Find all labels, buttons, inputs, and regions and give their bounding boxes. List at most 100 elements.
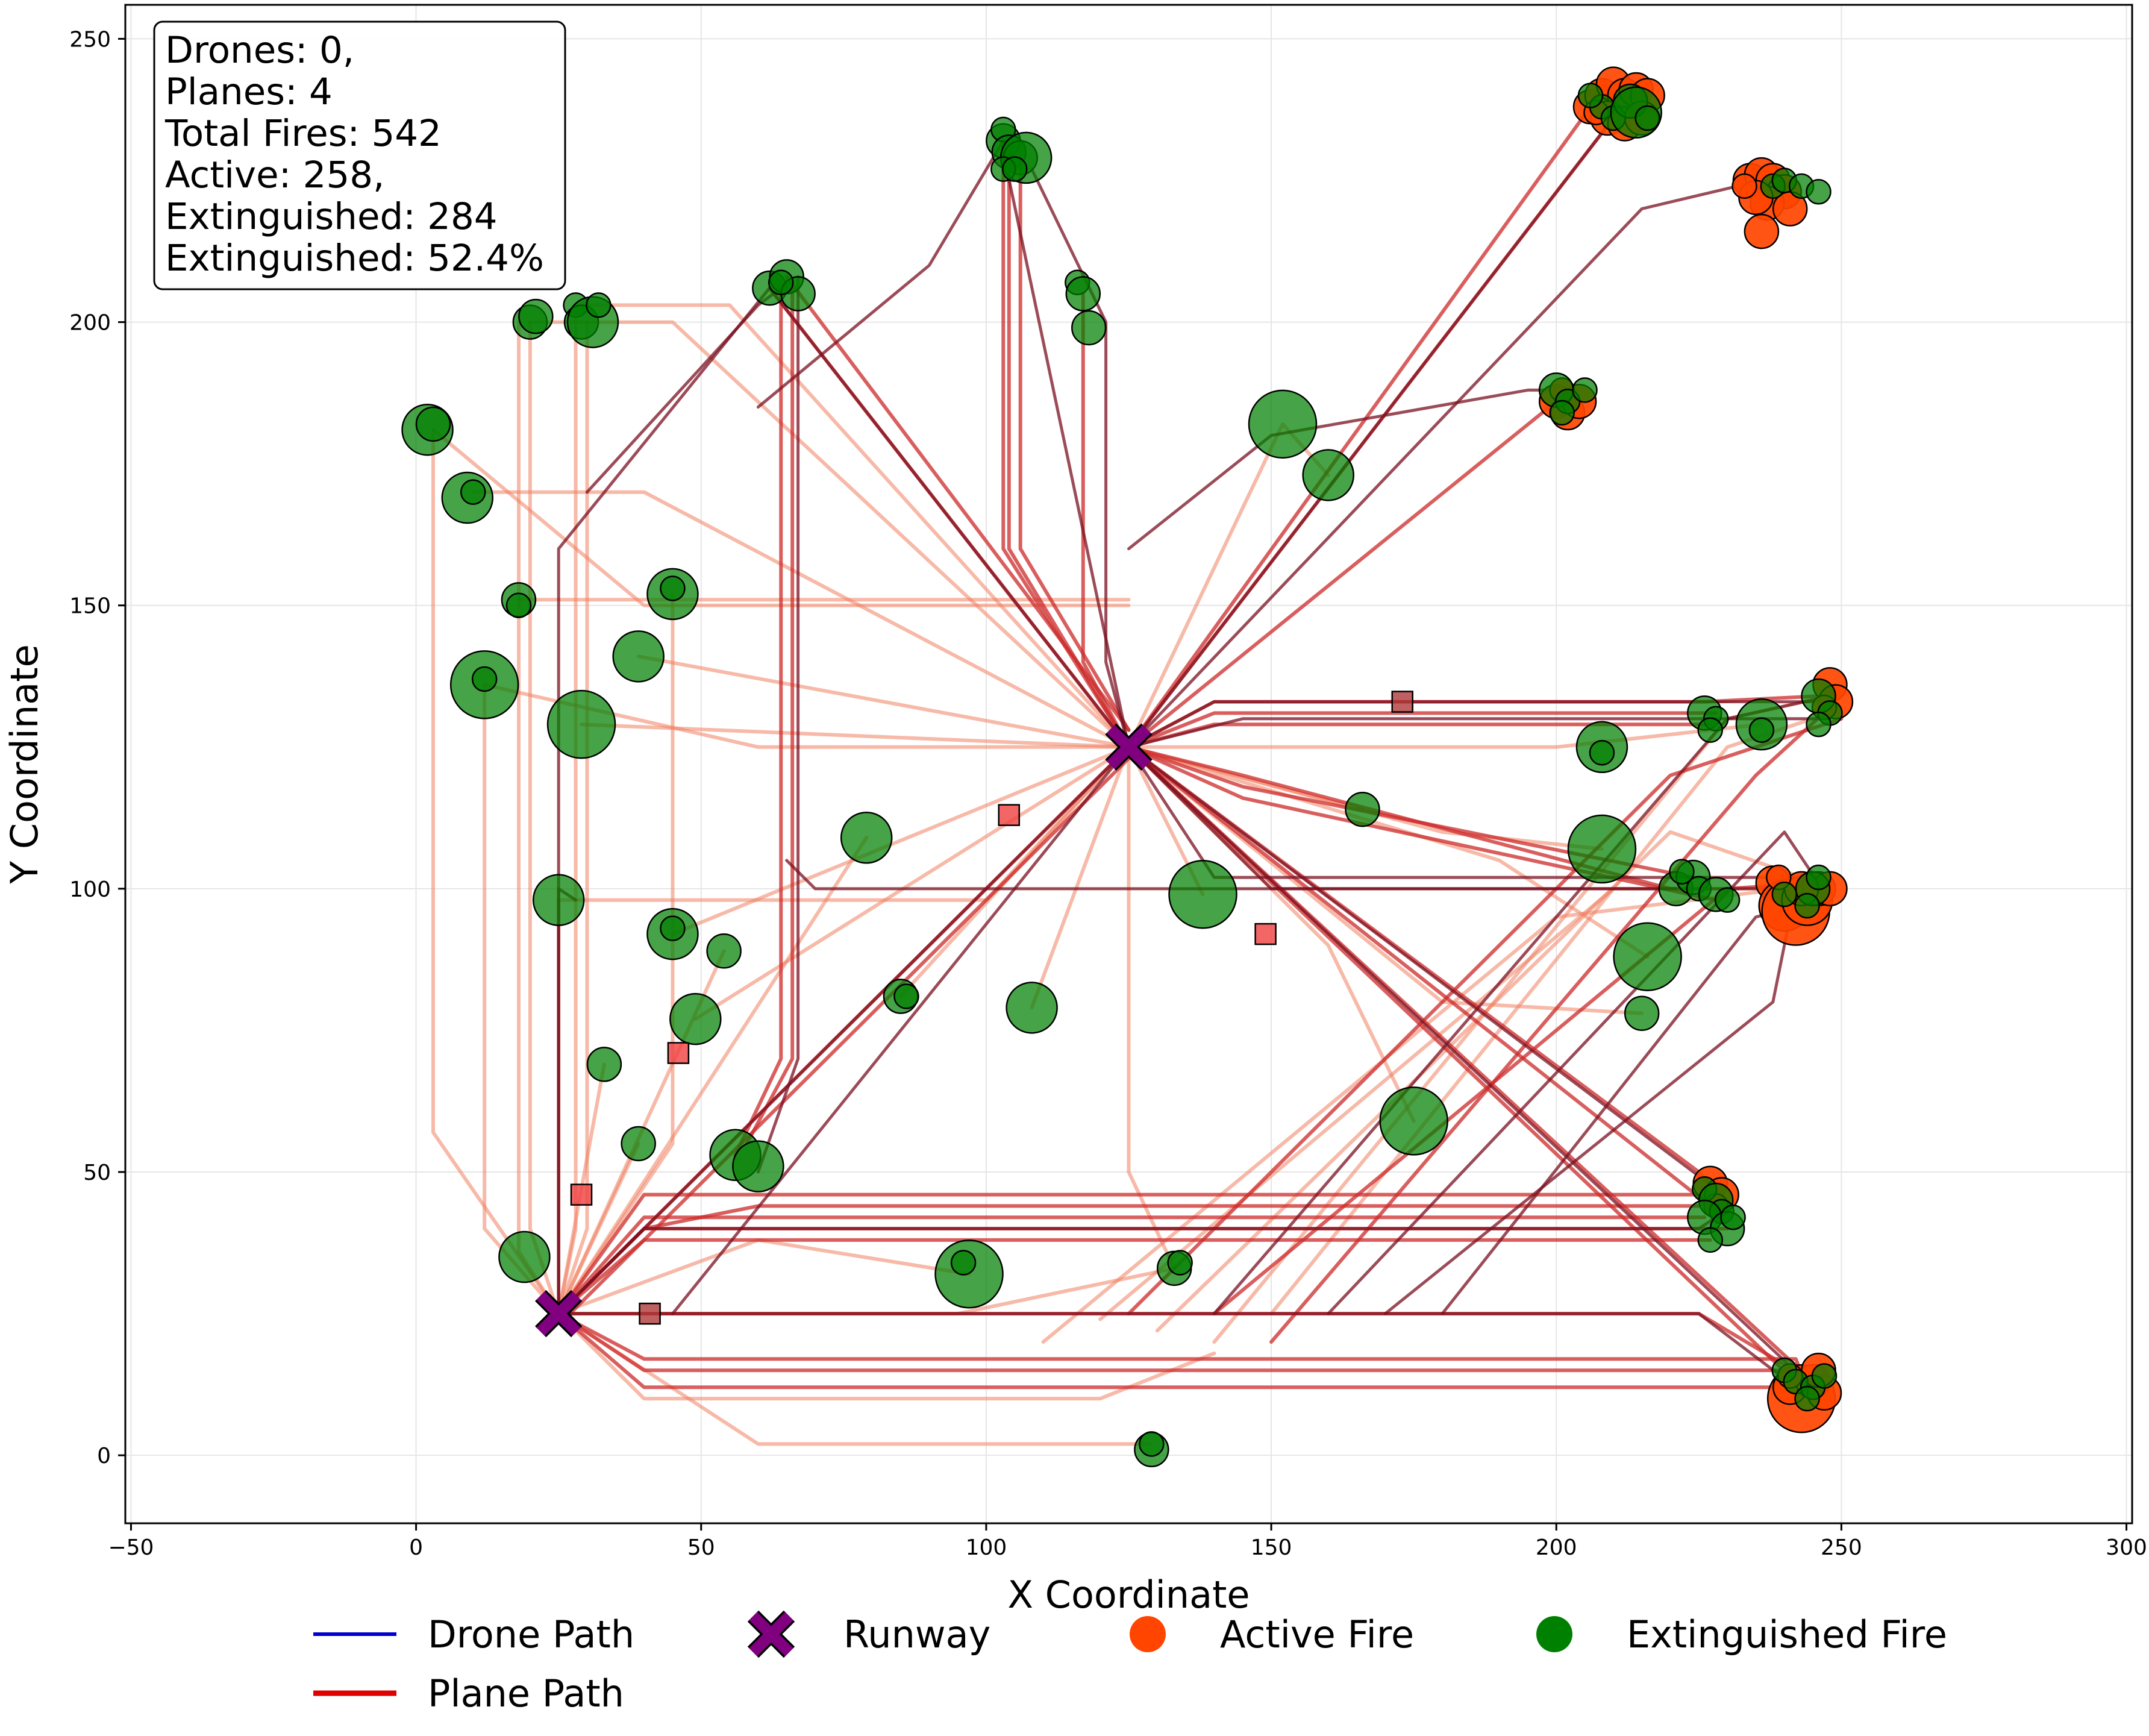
- plane-path: [671, 745, 1131, 936]
- extinguished-fire: [706, 933, 742, 969]
- plane-path: [1127, 700, 1831, 749]
- legend-label: Plane Path: [428, 1672, 624, 1716]
- extinguished-fire: [505, 592, 532, 618]
- square-marker: [639, 1302, 661, 1325]
- plot-frame: [124, 4, 2133, 1524]
- extinguished-fire: [1806, 179, 1831, 205]
- x-tick-label: −50: [108, 1535, 154, 1560]
- extinguished-fire: [1379, 1086, 1448, 1156]
- square-marker: [1254, 923, 1277, 945]
- plane-path: [431, 428, 1131, 607]
- plane-path: [528, 320, 561, 1316]
- legend-swatch-dot: [1130, 1616, 1166, 1652]
- extinguished-fire: [1589, 739, 1615, 766]
- extinguished-fire: [498, 1230, 551, 1283]
- plane-paths: [431, 105, 1844, 1446]
- x-tick-label: 250: [1821, 1535, 1862, 1560]
- x-tick-label: 0: [409, 1535, 423, 1560]
- runway-marker-fill: [1106, 725, 1151, 769]
- legend-label: Active Fire: [1220, 1612, 1414, 1656]
- extinguished-fire: [1634, 105, 1660, 131]
- active-fire: [1744, 213, 1780, 249]
- plane-path: [1127, 716, 1844, 1316]
- axis-ticks: −50 0 50 100 150 200 250 300 0 50 100 150 200 250: [69, 27, 2147, 1560]
- plane-path: [1127, 179, 1763, 749]
- extinguished-fire: [1748, 717, 1775, 743]
- runways: [535, 723, 1153, 1338]
- plane-path: [1081, 292, 1131, 749]
- x-tick-label: 100: [966, 1535, 1007, 1560]
- legend-item: Plane Path: [313, 1672, 624, 1716]
- extinguished-fire: [460, 479, 486, 505]
- plane-path: [636, 654, 1131, 749]
- plane-path: [1127, 745, 1695, 880]
- extinguished-fire: [415, 406, 451, 442]
- plane-path: [671, 745, 1130, 1315]
- extinguished-fire: [1613, 922, 1682, 991]
- extinguished-fire: [518, 298, 554, 334]
- plane-path: [557, 1312, 1798, 1389]
- extinguished-fire: [732, 1140, 784, 1192]
- extinguished-fire: [660, 915, 686, 941]
- plane-path: [557, 320, 589, 1316]
- extinguished-fire: [1794, 1385, 1820, 1412]
- y-axis-title: Y Coordinate: [2, 644, 46, 884]
- extinguished-fire: [1248, 389, 1318, 459]
- plane-path: [557, 745, 1130, 1315]
- plane-path: [557, 1312, 1798, 1390]
- legend-label: Extinguished Fire: [1627, 1612, 1947, 1656]
- extinguished-fire: [1624, 995, 1660, 1031]
- extinguished-fire: [1811, 1363, 1838, 1389]
- plane-path: [557, 1312, 1216, 1401]
- plane-path: [557, 836, 869, 1316]
- x-tick-label: 150: [1251, 1535, 1292, 1560]
- extinguished-fire: [1549, 400, 1575, 426]
- plane-path: [1127, 400, 1559, 749]
- runway-marker: [1105, 723, 1153, 771]
- stats-line: Drones: 0,: [165, 29, 354, 72]
- legend-item: Active Fire: [1130, 1612, 1414, 1656]
- plane-path: [1127, 745, 1815, 1389]
- plane-path: [1127, 745, 1718, 1191]
- legend-swatch-x: [747, 1610, 795, 1658]
- extinguished-fire: [471, 666, 498, 692]
- x-tick-label: 300: [2106, 1535, 2147, 1560]
- plane-path: [483, 683, 561, 1316]
- extinguished-fire: [621, 1126, 656, 1162]
- extinguished-fire: [1697, 717, 1723, 743]
- extinguished-fire: [1794, 892, 1820, 919]
- stats-box-frame: [153, 20, 566, 290]
- square-marker: [570, 1183, 593, 1206]
- plane-path: [568, 756, 1131, 1316]
- y-tick-label: 250: [69, 27, 111, 52]
- extinguished-fire: [950, 1250, 977, 1276]
- extinguished-fire: [546, 689, 616, 759]
- plane-path: [785, 859, 1678, 891]
- legend-item: Runway: [747, 1610, 990, 1658]
- extinguished-fire: [1345, 791, 1380, 827]
- x-tick-label: 50: [687, 1535, 715, 1560]
- square-markers: [570, 691, 1413, 1325]
- plane-path: [1127, 745, 1718, 902]
- plane-path: [1127, 105, 1592, 749]
- extinguished-fire: [1669, 859, 1695, 885]
- plane-path: [1030, 168, 1130, 749]
- extinguished-fire: [1001, 156, 1028, 182]
- y-tick-label: 50: [83, 1161, 111, 1185]
- plane-path: [471, 490, 1131, 749]
- y-tick-label: 100: [69, 877, 111, 902]
- legend-item: Drone Path: [313, 1612, 634, 1656]
- plane-path: [1127, 717, 1831, 749]
- extinguished-fire: [660, 575, 686, 601]
- square-marker: [998, 804, 1021, 826]
- extinguished-fire: [1302, 449, 1354, 501]
- extinguished-fire: [1697, 1227, 1723, 1253]
- plane-path: [1001, 151, 1130, 749]
- extinguished-fire: [1577, 83, 1604, 108]
- extinguished-fire: [1168, 860, 1237, 929]
- x-axis-title: X Coordinate: [1007, 1573, 1250, 1617]
- plane-path: [1018, 155, 1131, 732]
- plane-path: [693, 745, 1131, 1021]
- stats-line: Extinguished: 284: [165, 195, 498, 238]
- extinguished-fire: [1006, 982, 1058, 1034]
